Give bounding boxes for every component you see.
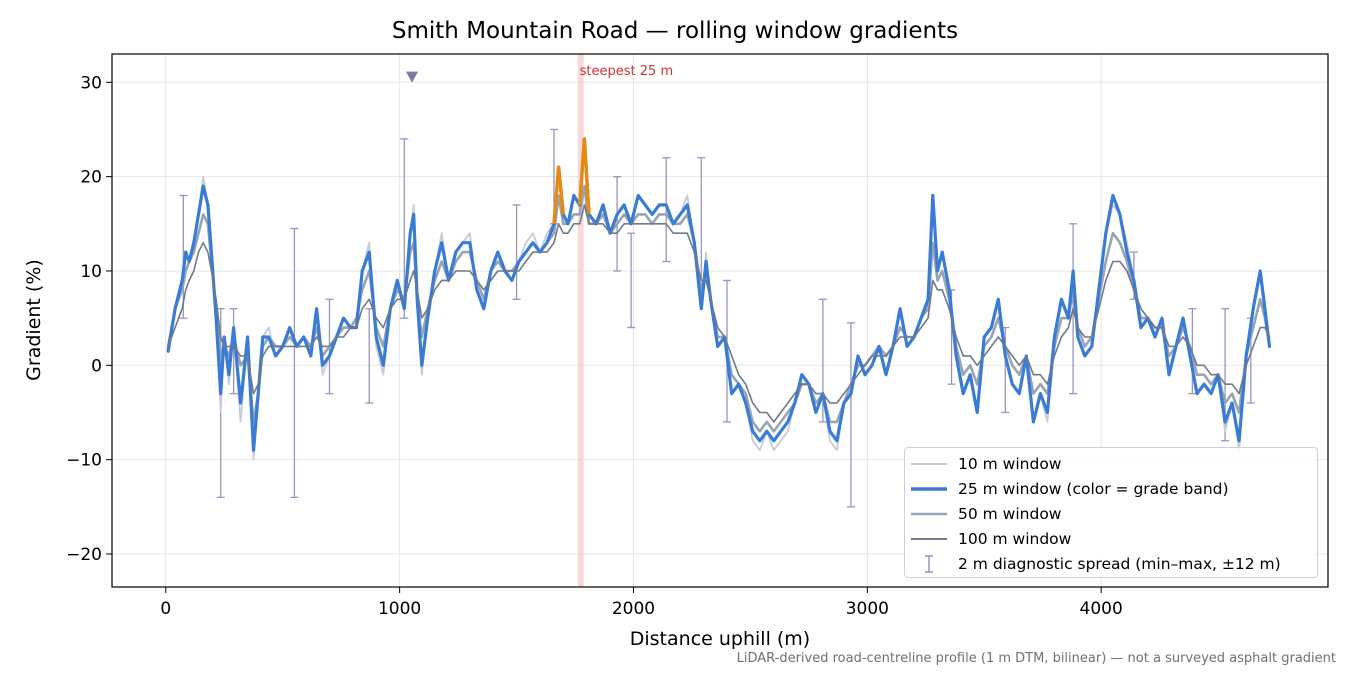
y-tick-label-2: 0 (91, 356, 102, 376)
legend-swatch-10m (911, 463, 947, 465)
spread-bar-3 (290, 227, 299, 499)
series-line-0 (167, 147, 1271, 461)
spread-bar-5 (365, 308, 374, 404)
diagnostic-spread-group (179, 128, 1255, 508)
legend-item-25m: 25 m window (color = grade band) (905, 477, 1317, 501)
spread-bar-7 (512, 204, 521, 300)
steep-segment-69 (578, 137, 591, 215)
peak-marker-triangle (406, 71, 419, 83)
y-tick-label-4: 20 (80, 168, 102, 188)
y-tick-label-0: −20 (66, 545, 102, 565)
series-line-1 (166, 137, 1272, 452)
plot-frame (111, 53, 1329, 588)
y-tick-label-5: 30 (80, 73, 102, 93)
legend-item-spread: 2 m diagnostic spread (min–max, ±12 m) (905, 552, 1317, 576)
spread-bar-2 (229, 308, 238, 395)
legend-label-100m: 100 m window (958, 530, 1072, 548)
x-tick-label-4: 4000 (1080, 599, 1123, 619)
legend-label-50m: 50 m window (958, 505, 1062, 523)
axis-ticks: 0 1000 2000 3000 4000 −20 −10 0 10 20 30 (66, 73, 1123, 619)
legend-label-25m: 25 m window (color = grade band) (958, 480, 1229, 498)
steep-grade-segments (552, 137, 591, 224)
steepest-label: steepest 25 m (580, 64, 673, 79)
legend-swatch-50m (911, 512, 947, 516)
x-tick-label-3: 3000 (846, 599, 889, 619)
legend-swatch-25m (911, 487, 947, 491)
spread-bar-0 (179, 194, 188, 319)
footnote: LiDAR-derived road-centreline profile (1… (736, 651, 1336, 666)
legend-label-10m: 10 m window (958, 455, 1062, 473)
legend-swatch-spread (925, 555, 933, 573)
series-group (166, 137, 1272, 461)
x-tick-label-2: 2000 (612, 599, 655, 619)
legend-swatch-100m (911, 538, 947, 540)
spread-bar-15 (846, 322, 855, 508)
x-tick-label-0: 0 (160, 599, 171, 619)
spread-bar-10 (627, 232, 636, 329)
series-line-2 (166, 184, 1271, 433)
legend: 10 m window 25 m window (color = grade b… (904, 447, 1318, 578)
steepest-band (577, 54, 584, 587)
steep-segment-64 (552, 165, 565, 224)
x-tick-label-1: 1000 (378, 599, 421, 619)
spread-bar-11 (662, 157, 671, 263)
legend-item-50m: 50 m window (905, 502, 1317, 526)
y-axis-label: Gradient (%) (23, 259, 45, 381)
legend-item-10m: 10 m window (905, 452, 1317, 476)
chart-title: Smith Mountain Road — rolling window gra… (391, 18, 959, 44)
y-tick-label-1: −10 (66, 451, 102, 471)
legend-label-spread: 2 m diagnostic spread (min–max, ±12 m) (958, 555, 1281, 573)
y-tick-label-3: 10 (80, 262, 102, 282)
series-line-3 (167, 204, 1271, 423)
legend-item-100m: 100 m window (905, 527, 1317, 551)
x-axis-label: Distance uphill (m) (629, 628, 811, 650)
